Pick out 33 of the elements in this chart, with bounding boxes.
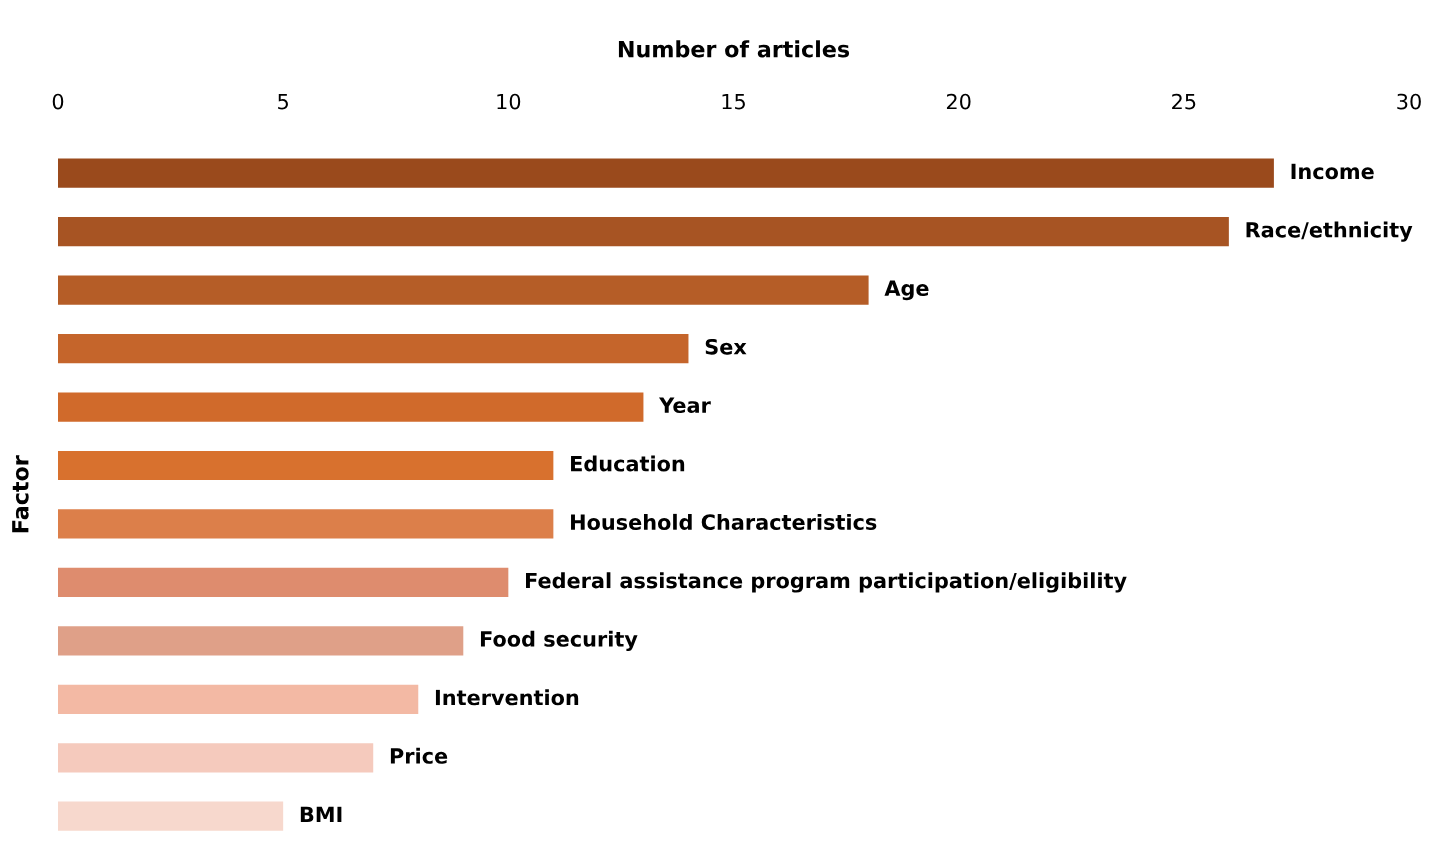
- bar: [58, 743, 374, 773]
- x-tick-label: 5: [278, 93, 288, 110]
- y-tick-label: BMI: [300, 806, 342, 822]
- y-axis-title: Factor: [12, 455, 29, 533]
- bar: [58, 158, 1274, 188]
- bar: [58, 275, 869, 305]
- y-tick-label: Household Characteristics: [571, 513, 877, 530]
- bar: [58, 392, 644, 422]
- y-tick-label: Sex: [705, 338, 747, 355]
- bar: [58, 450, 554, 481]
- x-tick-label: 15: [722, 93, 745, 110]
- x-tick-label: 30: [1397, 93, 1421, 110]
- y-tick-label: Intervention: [435, 689, 579, 706]
- bar: [58, 626, 464, 656]
- bar: [58, 509, 554, 539]
- x-tick-label: 0: [52, 93, 64, 110]
- x-tick-label: 25: [1172, 93, 1196, 110]
- bar: [58, 333, 689, 364]
- bar: [58, 684, 419, 714]
- bar: [58, 217, 1229, 247]
- y-tick-label: Race/ethnicity: [1246, 221, 1413, 242]
- x-tick-label: 20: [946, 93, 971, 110]
- y-tick-label: Year: [658, 397, 711, 414]
- x-axis-title: Number of articles: [618, 40, 850, 58]
- x-tick-label: 10: [497, 93, 521, 110]
- bar: [58, 567, 509, 598]
- y-tick-label: Age: [884, 280, 929, 301]
- bar: [58, 801, 284, 831]
- y-tick-label: Income: [1291, 163, 1374, 180]
- y-tick-label: Federal assistance program participation/eligibility: [526, 572, 1127, 593]
- y-tick-label: Food security: [480, 630, 638, 652]
- y-tick-label: Education: [571, 455, 685, 472]
- y-tick-label: Price: [390, 747, 448, 764]
